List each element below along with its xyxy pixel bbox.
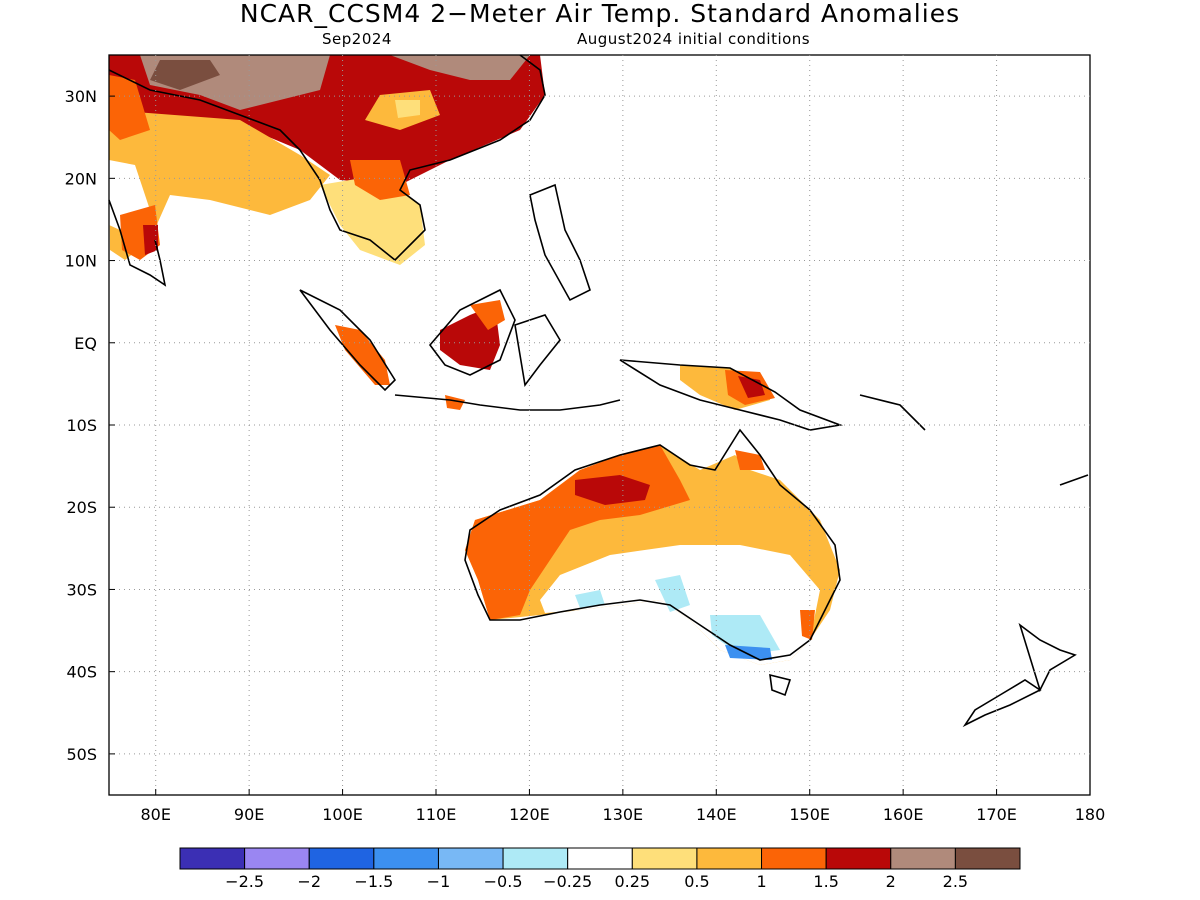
- lon-tick-label: 130E: [603, 805, 644, 824]
- lon-tick-label: 170E: [976, 805, 1017, 824]
- lon-tick-label: 160E: [883, 805, 924, 824]
- colorbar-swatch: [696, 847, 763, 870]
- colorbar-swatch: [244, 847, 310, 870]
- lon-tick-label: 150E: [789, 805, 830, 824]
- colorbar-swatch: [437, 847, 504, 870]
- colorbar-swatch: [373, 847, 439, 870]
- colorbar-label: −2.5: [225, 872, 264, 891]
- lat-tick-label: 30S: [66, 580, 97, 599]
- lon-tick-label: 140E: [696, 805, 737, 824]
- colorbar-label: −0.5: [484, 872, 523, 891]
- colorbar-swatch: [179, 847, 246, 870]
- longitude-labels: 80E 90E 100E 110E 120E 130E 140E 150E 160E 170E 18…: [140, 805, 1105, 824]
- gridlines: [109, 55, 1091, 795]
- lat-tick-label: 40S: [66, 663, 97, 682]
- lon-tick-label: 110E: [416, 805, 457, 824]
- lat-tick-label: 10N: [65, 252, 97, 271]
- colorbar-label: 0.5: [684, 872, 709, 891]
- lat-tick-label: 20N: [65, 169, 97, 188]
- colorbar: −2.5 −2 −1.5 −1 −0.5 −0.25 0.25 0.5 1 1.5 2 2.5: [179, 847, 1021, 891]
- colorbar-swatch: [825, 847, 892, 870]
- colorbar-label: 0.25: [614, 872, 650, 891]
- forecast-month: Sep2024: [322, 30, 392, 48]
- coastlines: [108, 54, 1089, 728]
- colorbar-label: −2: [297, 872, 321, 891]
- colorbar-swatch: [954, 847, 1021, 870]
- lat-tick-label: 20S: [66, 498, 97, 517]
- colorbar-swatch: [631, 847, 698, 870]
- latitude-labels: 30N 20N 10N EQ 10S 20S 30S 40S 50S: [65, 87, 97, 764]
- lon-tick-label: 80E: [140, 805, 170, 824]
- colorbar-swatch: [308, 847, 375, 870]
- colorbar-swatch: [890, 847, 956, 870]
- colorbar-label: 2.5: [943, 872, 968, 891]
- anomaly-shading: [109, 55, 840, 665]
- colorbar-label: 2: [886, 872, 896, 891]
- colorbar-label: 1: [756, 872, 766, 891]
- colorbar-swatch: [567, 847, 633, 870]
- lon-tick-label: 120E: [509, 805, 550, 824]
- lat-tick-label: 30N: [65, 87, 97, 106]
- lon-tick-label: 90E: [234, 805, 264, 824]
- colorbar-label: −1.5: [354, 872, 393, 891]
- chart-title: NCAR_CCSM4 2−Meter Air Temp. Standard An…: [239, 0, 961, 28]
- colorbar-label: 1.5: [813, 872, 838, 891]
- lat-tick-label: 50S: [66, 745, 97, 764]
- colorbar-swatch: [761, 847, 827, 870]
- lat-tick-label: EQ: [74, 334, 97, 353]
- lon-tick-label: 100E: [322, 805, 363, 824]
- lon-tick-label: 180: [1075, 805, 1106, 824]
- colorbar-label: −1: [427, 872, 451, 891]
- colorbar-label: −0.25: [543, 872, 592, 891]
- lat-tick-label: 10S: [66, 416, 97, 435]
- colorbar-swatch: [502, 847, 569, 870]
- initial-conditions: August2024 initial conditions: [577, 30, 811, 48]
